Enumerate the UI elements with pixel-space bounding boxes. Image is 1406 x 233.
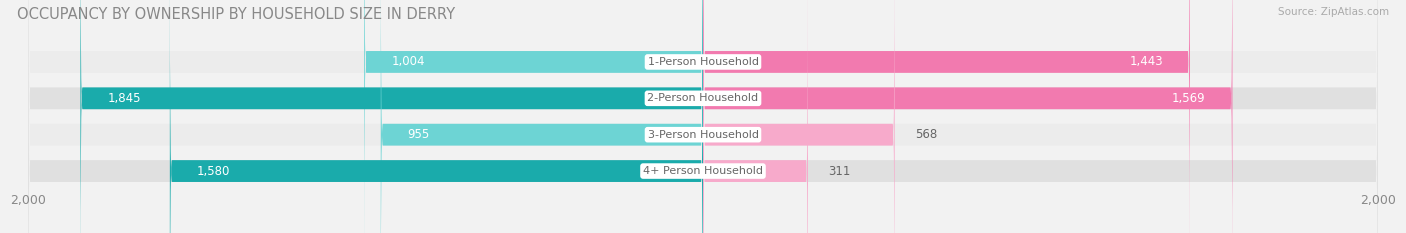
FancyBboxPatch shape: [28, 0, 1378, 233]
Text: 4+ Person Household: 4+ Person Household: [643, 166, 763, 176]
FancyBboxPatch shape: [28, 0, 1378, 233]
FancyBboxPatch shape: [703, 0, 894, 233]
FancyBboxPatch shape: [170, 0, 703, 233]
Text: 568: 568: [915, 128, 938, 141]
FancyBboxPatch shape: [703, 0, 1189, 233]
FancyBboxPatch shape: [28, 0, 1378, 233]
Text: 2-Person Household: 2-Person Household: [647, 93, 759, 103]
FancyBboxPatch shape: [364, 0, 703, 233]
FancyBboxPatch shape: [703, 0, 1233, 233]
Text: 955: 955: [408, 128, 430, 141]
Text: 3-Person Household: 3-Person Household: [648, 130, 758, 140]
Text: 1,443: 1,443: [1129, 55, 1163, 69]
Text: 1,580: 1,580: [197, 164, 231, 178]
Text: 1,004: 1,004: [391, 55, 425, 69]
Text: 1,845: 1,845: [107, 92, 141, 105]
FancyBboxPatch shape: [80, 0, 703, 233]
Text: 1,569: 1,569: [1171, 92, 1205, 105]
FancyBboxPatch shape: [381, 0, 703, 233]
Text: Source: ZipAtlas.com: Source: ZipAtlas.com: [1278, 7, 1389, 17]
Text: 1-Person Household: 1-Person Household: [648, 57, 758, 67]
FancyBboxPatch shape: [703, 0, 808, 233]
Text: 311: 311: [828, 164, 851, 178]
FancyBboxPatch shape: [28, 0, 1378, 233]
Text: OCCUPANCY BY OWNERSHIP BY HOUSEHOLD SIZE IN DERRY: OCCUPANCY BY OWNERSHIP BY HOUSEHOLD SIZE…: [17, 7, 456, 22]
